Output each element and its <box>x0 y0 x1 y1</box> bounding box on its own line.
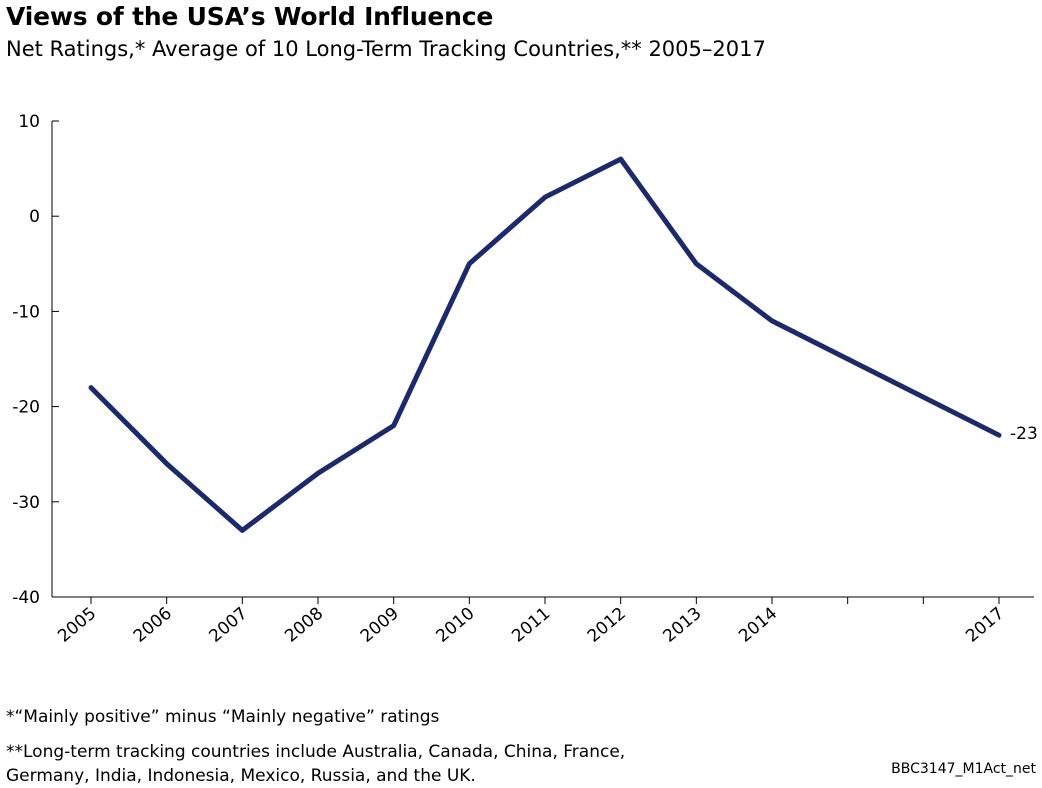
footnote-countries: **Long-term tracking countries include A… <box>6 742 626 786</box>
x-tick-label: 2014 <box>735 604 781 647</box>
x-tick-label: 2008 <box>281 604 327 647</box>
y-tick-label: 0 <box>29 207 40 227</box>
x-tick-label: 2006 <box>130 604 176 647</box>
y-tick-label: -10 <box>12 302 40 322</box>
series-line <box>88 156 1002 533</box>
x-tick-label: 2017 <box>962 604 1008 647</box>
y-tick-label: 10 <box>18 112 40 132</box>
chart-title: Views of the USA’s World Influence <box>6 2 494 31</box>
figure-code: BBC3147_M1Act_net <box>891 761 1036 777</box>
x-tick-label: 2010 <box>433 604 479 647</box>
chart-axes: 10 0 -10 -20 -30 -40 2005 2006 2007 2008 2009 2010 2… <box>12 112 1034 647</box>
x-tick-label: 2012 <box>584 604 630 647</box>
x-tick-label: 2013 <box>660 604 706 647</box>
y-tick-label: -20 <box>12 398 40 418</box>
x-tick-label: 2005 <box>54 604 100 647</box>
y-tick-label: -30 <box>12 493 40 513</box>
x-tick-label: 2007 <box>206 604 252 647</box>
x-tick-label: 2011 <box>508 604 554 647</box>
y-tick-label: -40 <box>12 588 40 608</box>
chart-subtitle: Net Ratings,* Average of 10 Long-Term Tr… <box>6 37 766 61</box>
chart-marks: -23 <box>88 156 1038 533</box>
x-tick-label: 2009 <box>357 604 403 647</box>
end-value-label: -23 <box>1010 424 1038 444</box>
footnote-ratings: *“Mainly positive” minus “Mainly negativ… <box>6 707 440 727</box>
